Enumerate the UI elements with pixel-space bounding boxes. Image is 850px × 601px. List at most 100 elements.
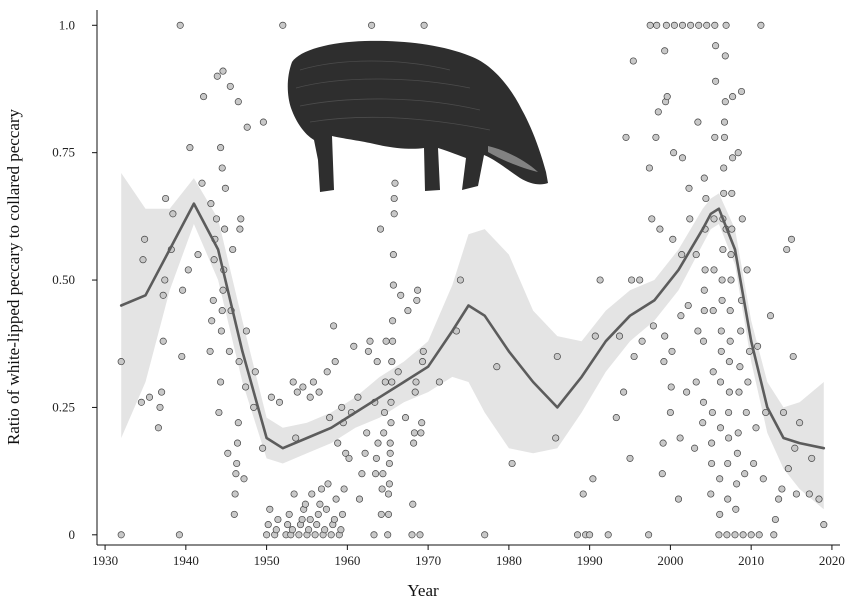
data-point: [702, 194, 710, 203]
data-point: [377, 510, 385, 518]
data-point: [384, 490, 393, 498]
data-point: [805, 490, 813, 498]
data-point: [731, 531, 739, 539]
x-tick-label: 1950: [254, 553, 280, 568]
y-axis-ticks: 0 0.25 0.50 0.75 1.0: [52, 17, 97, 542]
data-point: [716, 510, 724, 518]
data-point: [718, 276, 726, 284]
data-point: [789, 352, 797, 361]
data-point: [418, 419, 426, 427]
data-point: [579, 490, 587, 498]
data-point: [709, 307, 717, 315]
data-point: [754, 342, 762, 350]
data-point: [628, 276, 636, 284]
data-point: [703, 21, 711, 29]
data-point: [654, 108, 662, 116]
data-point: [733, 449, 741, 457]
data-point: [668, 347, 676, 355]
data-point: [552, 434, 560, 442]
data-point: [645, 531, 653, 539]
data-point: [176, 21, 184, 29]
data-point: [653, 21, 661, 29]
data-point: [236, 225, 244, 233]
data-point: [207, 200, 215, 208]
data-point: [784, 465, 792, 473]
data-point: [694, 327, 702, 335]
data-point: [259, 444, 267, 452]
data-point: [251, 368, 259, 376]
data-point: [692, 378, 700, 386]
data-point: [612, 414, 620, 422]
data-point: [350, 342, 358, 350]
data-point: [389, 251, 397, 259]
data-point: [386, 449, 394, 457]
data-point: [137, 398, 145, 406]
data-point: [184, 266, 192, 274]
data-point: [720, 189, 728, 197]
data-point: [292, 434, 300, 442]
data-point: [778, 485, 786, 493]
data-point: [384, 531, 392, 539]
data-point: [366, 337, 374, 345]
data-point: [209, 296, 217, 304]
data-point: [230, 510, 238, 518]
data-point: [508, 459, 516, 468]
data-point: [658, 470, 666, 478]
y-tick-label: 0.75: [52, 145, 75, 160]
data-point: [240, 475, 248, 483]
data-point: [670, 149, 678, 157]
data-point: [387, 398, 395, 406]
data-point: [332, 495, 340, 503]
data-point: [323, 368, 331, 376]
data-point: [233, 439, 242, 447]
data-point: [725, 434, 733, 442]
data-point: [481, 531, 489, 539]
data-point: [363, 429, 371, 437]
data-point: [301, 500, 309, 508]
data-point: [154, 424, 162, 432]
data-point: [288, 526, 296, 534]
data-point: [234, 419, 242, 427]
data-point: [737, 87, 746, 96]
x-axis-title: Year: [407, 581, 439, 600]
data-point: [387, 419, 395, 427]
data-point: [720, 118, 729, 126]
data-point: [417, 429, 425, 437]
data-point: [712, 77, 720, 85]
data-point: [218, 164, 226, 172]
data-point: [162, 194, 170, 203]
y-tick-label: 0.50: [52, 272, 75, 287]
data-point: [156, 403, 164, 411]
data-point: [331, 358, 339, 366]
data-point: [316, 500, 324, 508]
data-point: [648, 215, 656, 223]
data-point: [409, 500, 417, 508]
data-point: [676, 434, 684, 442]
data-point: [372, 470, 380, 478]
data-point: [385, 480, 393, 488]
data-point: [410, 439, 418, 447]
data-point: [295, 531, 303, 539]
data-point: [275, 398, 284, 406]
data-point: [723, 531, 731, 539]
data-point: [221, 225, 229, 233]
data-point: [229, 245, 237, 254]
data-point: [670, 21, 678, 29]
data-point: [779, 408, 788, 417]
confidence-band: [121, 173, 824, 510]
data-point: [645, 164, 653, 172]
data-point: [315, 388, 323, 396]
data-point: [145, 393, 154, 401]
data-point: [725, 358, 733, 366]
data-point: [401, 414, 410, 422]
data-point: [368, 21, 376, 29]
data-point: [709, 368, 717, 376]
data-point: [722, 21, 730, 29]
data-point: [159, 337, 167, 345]
data-point: [729, 93, 737, 101]
data-point: [456, 276, 464, 284]
data-point: [791, 444, 799, 452]
data-point: [660, 358, 668, 366]
x-tick-label: 2020: [819, 553, 845, 568]
